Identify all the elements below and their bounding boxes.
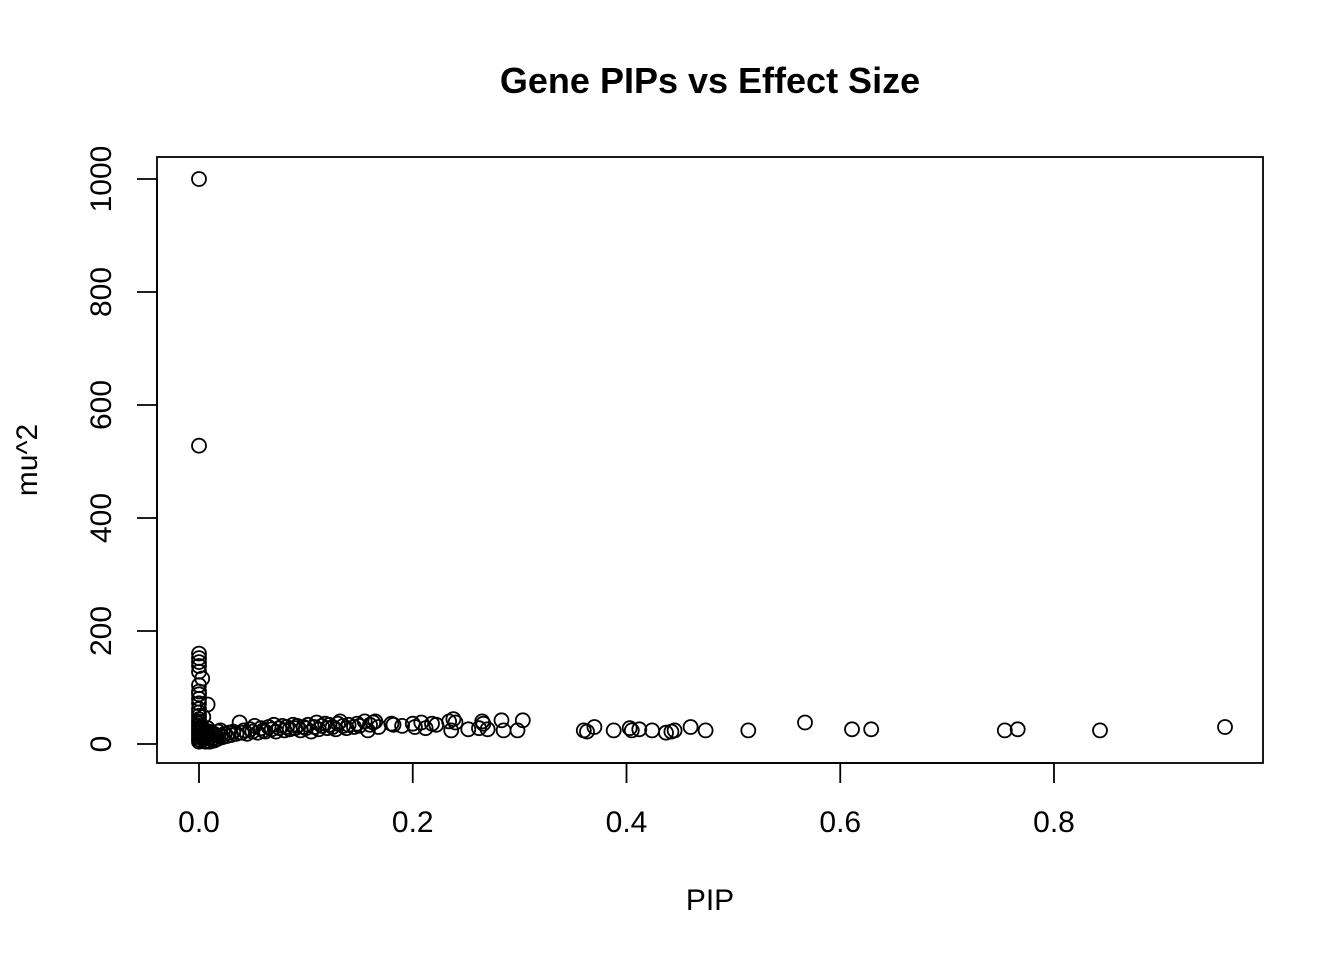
data-point [514,712,531,729]
data-point [682,719,699,735]
data-point [495,722,512,739]
x-tick-label: 0.4 [606,806,648,839]
data-point [191,654,207,670]
data-point [658,724,674,741]
x-tick-label: 0.0 [178,806,220,839]
y-tick-label: 400 [85,493,118,543]
data-point [697,722,714,739]
data-point [191,171,207,187]
data-point [586,719,603,735]
data-point [1009,721,1026,738]
data-point [605,722,622,739]
data-point [844,721,860,738]
y-axis-label: mu^2 [11,424,44,496]
data-point [1217,719,1233,735]
y-tick-label: 0 [85,736,118,753]
data-points [191,171,1233,750]
x-axis-label: PIP [686,884,734,917]
data-point [443,722,460,739]
data-point [493,712,510,729]
data-point [394,718,411,734]
data-point [996,722,1013,739]
data-point [740,722,757,739]
data-point [460,721,477,738]
data-point [289,718,306,734]
data-point [797,714,813,731]
x-axis: 0.0 0.2 0.4 0.6 0.8 [178,762,1075,839]
data-point [447,714,464,731]
chart-title: Gene PIPs vs Effect Size [500,60,920,101]
x-tick-label: 0.6 [819,806,861,839]
x-tick-label: 0.8 [1033,806,1075,839]
y-tick-label: 1000 [85,146,118,213]
data-point [233,724,250,741]
data-point [621,720,638,737]
y-tick-label: 600 [85,380,118,430]
data-point [666,722,683,739]
data-point [242,721,259,738]
x-tick-label: 0.2 [392,806,434,839]
data-point [631,721,648,738]
y-tick-label: 200 [85,606,118,656]
data-point [479,721,496,738]
data-point [191,437,207,454]
data-point [1092,722,1108,739]
data-point [228,725,245,742]
data-point [644,722,660,739]
data-point [863,721,880,738]
plot-frame [156,156,1264,764]
data-point [445,711,462,727]
data-point [191,645,207,662]
y-tick-label: 800 [85,267,118,317]
data-point [623,722,640,739]
y-axis: 0 200 400 600 800 1000 [85,146,158,753]
data-point [385,716,402,733]
